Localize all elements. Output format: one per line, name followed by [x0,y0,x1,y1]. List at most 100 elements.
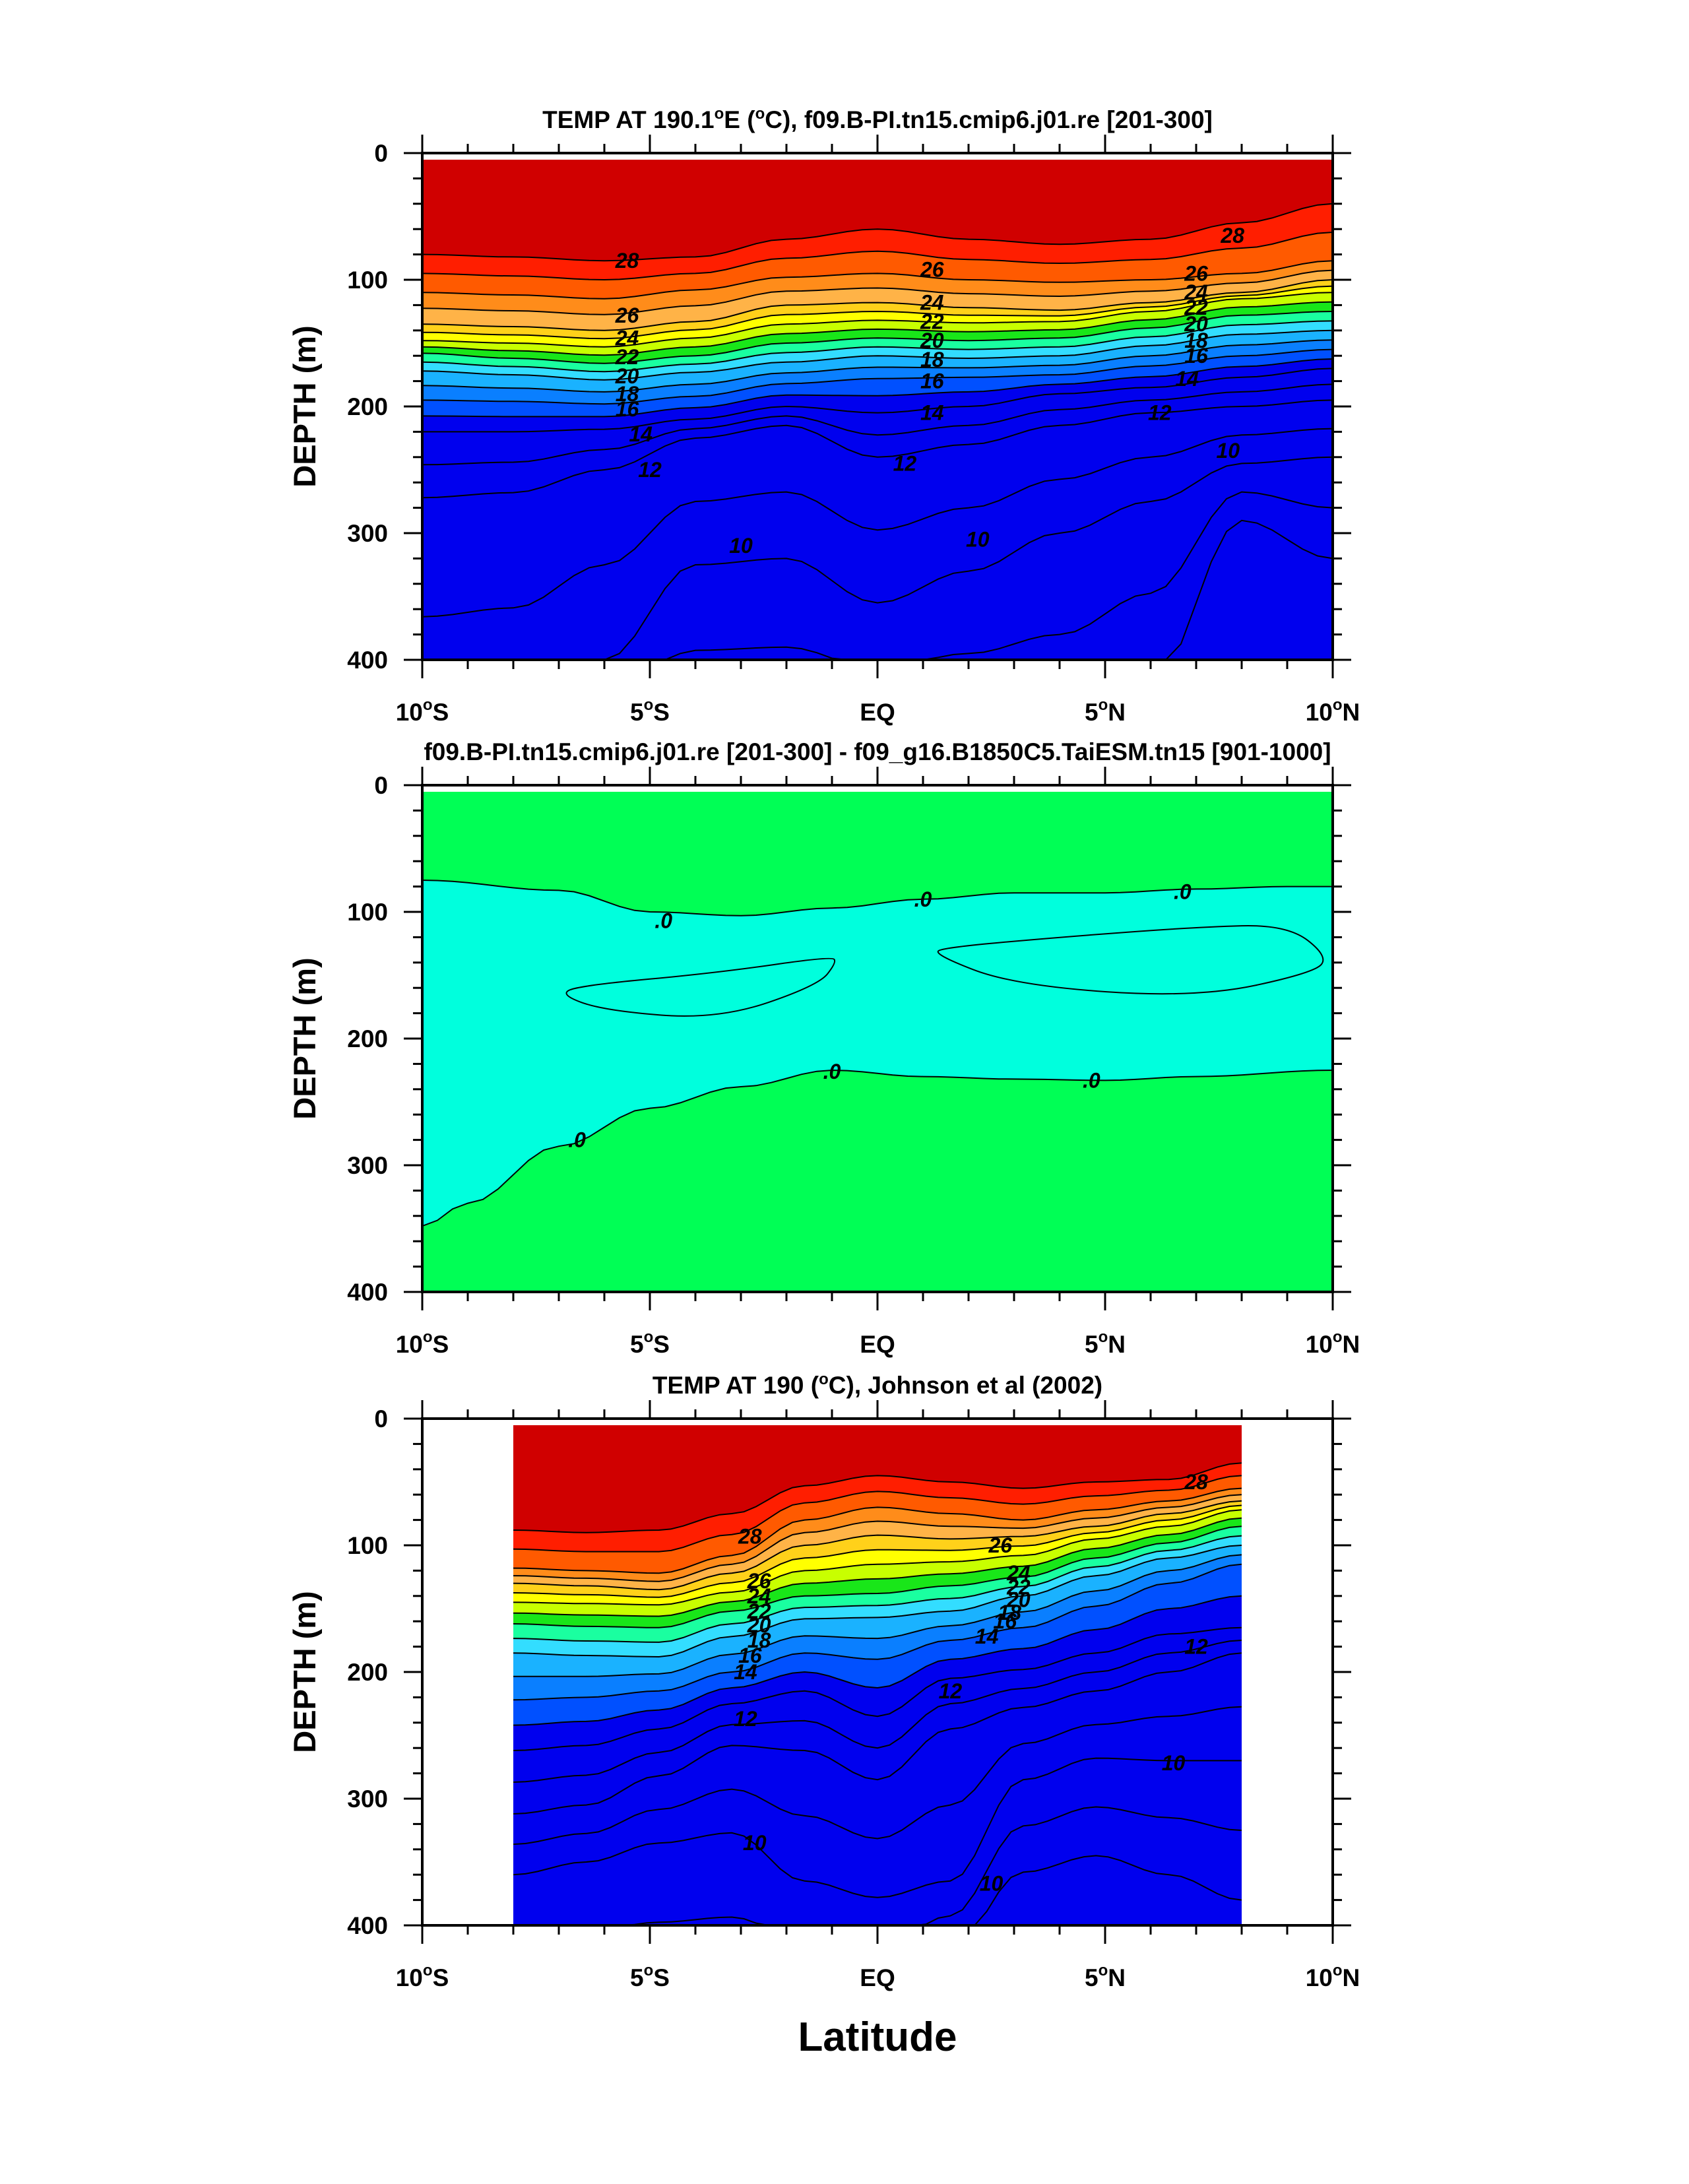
contour-label: 10 [743,1831,767,1855]
contour-label: 12 [939,1679,963,1703]
isotherm-line [422,203,1333,262]
x-tick-label: 10oN [1306,1328,1360,1358]
x-tick-number: 5 [1085,1964,1099,1991]
contour-label: 12 [1148,401,1172,425]
y-axis-label: DEPTH (m) [287,325,322,487]
isotherm-line [422,399,1333,499]
contour-label: 24 [1184,280,1208,304]
isotherm-line [422,491,1333,660]
contour-label: 10 [729,534,753,558]
contour-label: 24 [1006,1561,1031,1585]
contour-label: 22 [615,345,639,369]
y-axis-label: DEPTH (m) [287,957,322,1119]
isotherm-line [422,279,1333,331]
x-tick-label: 5oN [1085,696,1126,726]
contour-label: .0 [654,909,672,932]
x-tick-number: 5 [630,1331,644,1358]
y-tick-label: 200 [347,1659,388,1686]
contour-label: 22 [1006,1575,1031,1599]
x-tick-number: 5 [1085,699,1099,726]
y-tick-label: 200 [347,393,388,420]
x-tick-number: 5 [630,1964,644,1991]
isotherm-line [513,1595,1242,1726]
isotherm-line [422,348,1333,405]
contour-label: 18 [616,382,639,406]
y-tick-label: 0 [374,140,388,167]
contour-label: 14 [920,401,944,425]
isotherm-line [513,1504,1242,1598]
degree-symbol: o [423,1962,433,1979]
x-tick-number: 10 [1306,1964,1333,1991]
contour-label: 14 [629,422,653,446]
x-tick-hemisphere: S [653,1964,670,1991]
y-tick-label: 400 [347,1912,388,1939]
contour-label: 10 [980,1872,1004,1896]
isotherm-line [422,368,1333,433]
diff-band-negative [422,880,1333,1227]
degree-symbol: o [1333,1962,1343,1979]
contour-label: 28 [738,1525,762,1549]
temp-band [422,492,1333,660]
x-tick-hemisphere: N [1343,1331,1360,1358]
y-tick-label: 400 [347,1279,388,1306]
contour-label: .0 [823,1060,841,1083]
contour-label: 22 [920,309,944,333]
contour-label: 18 [920,348,944,371]
contour-label: 16 [993,1609,1017,1633]
contour-label: 24 [920,291,944,315]
x-tick-label: 5oS [630,696,670,726]
y-tick-label: 0 [374,1405,388,1432]
diff-band-cyan [565,957,836,1017]
x-tick-number: 10 [396,1964,423,1991]
degree-symbol: o [1099,1328,1108,1346]
x-tick-label: EQ [860,1331,895,1358]
x-tick-label: 10oS [396,1328,449,1358]
y-tick-label: 100 [347,267,388,294]
x-tick-label: 10oN [1306,696,1360,726]
contour-label: .0 [1083,1068,1100,1092]
contour-label: .0 [568,1128,586,1152]
y-tick-label: 300 [347,1785,388,1813]
isotherm-line [422,519,1333,660]
degree-symbol: o [423,1328,433,1346]
contour-label: 14 [734,1660,757,1684]
isotherm-line [513,1855,1242,1925]
degree-symbol: o [819,1370,829,1388]
chart-title: TEMP AT 190 (oC), Johnson et al (2002) [653,1370,1102,1399]
zero-contour-line [422,880,1333,916]
isotherm-line [422,260,1333,300]
zero-contour-line [422,1069,1333,1227]
x-tick-label: 5oS [630,1962,670,1991]
title-text: TEMP AT 190.1 [542,106,714,133]
chart-title: TEMP AT 190.1oE (oC), f09.B-PI.tn15.cmip… [542,105,1213,133]
isotherm-line [513,1563,1242,1701]
contour-label: 26 [920,258,944,282]
x-tick-number: 10 [1306,1331,1333,1358]
contour-label: 12 [893,451,917,475]
x-tick-label: EQ [860,1964,895,1991]
x-tick-label: 10oS [396,696,449,726]
filled-contours [422,160,1333,660]
isotherm-line [422,285,1333,340]
contour-label: 18 [998,1601,1021,1624]
x-tick-number: 5 [1085,1331,1099,1358]
contour-label: 26 [1184,261,1208,285]
filled-contours [513,1425,1242,1925]
x-tick-hemisphere: S [653,699,670,726]
isotherm-line [513,1500,1242,1591]
isotherm-line [513,1475,1242,1553]
title-text: E ( [724,106,755,133]
x-tick-hemisphere: N [1343,699,1360,726]
x-tick-hemisphere: S [433,1964,449,1991]
degree-symbol: o [1099,696,1108,714]
contour-label: 26 [988,1533,1013,1557]
degree-symbol: o [755,105,765,123]
x-tick-number: 5 [630,699,644,726]
contour-label: 20 [920,329,944,352]
contour-label: 24 [747,1584,771,1608]
x-tick-label: 5oS [630,1328,670,1358]
title-text: C), f09.B-PI.tn15.cmip6.j01.re [201-300] [765,106,1213,133]
isotherm-line [513,1535,1242,1643]
